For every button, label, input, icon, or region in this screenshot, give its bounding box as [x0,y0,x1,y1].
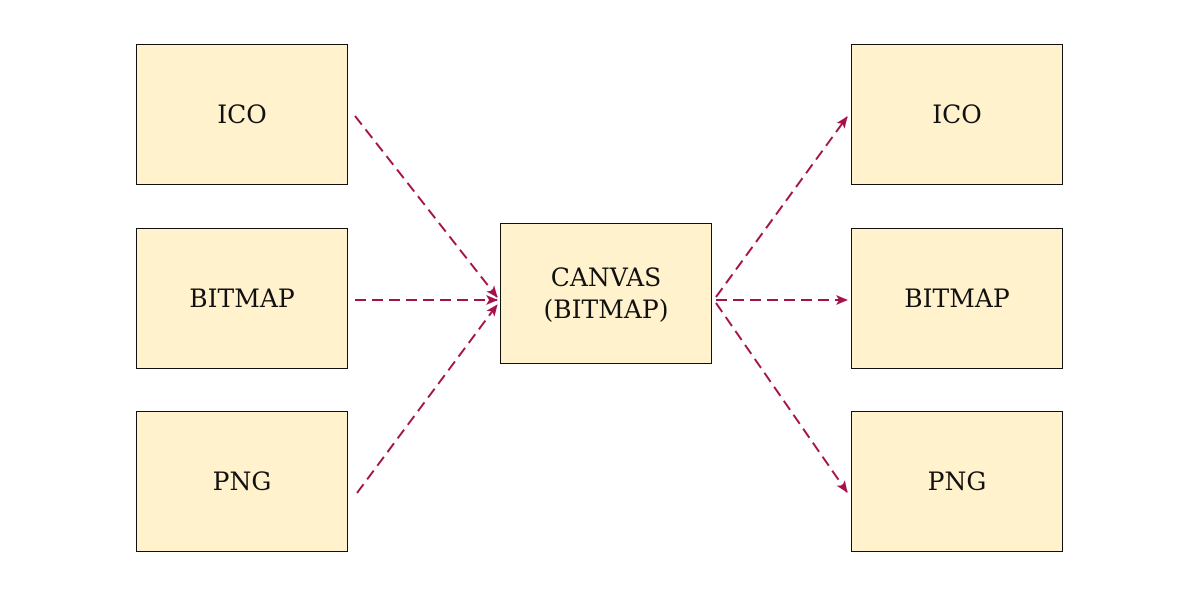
input-label-ico: ICO [217,99,267,129]
input-box-bitmap: BITMAP [136,228,348,369]
output-label-png: PNG [927,466,987,496]
canvas-box: CANVAS (BITMAP) [500,223,712,364]
input-label-png: PNG [212,466,272,496]
output-box-bitmap: BITMAP [851,228,1063,369]
arrow-canvas-to-ico [715,116,848,298]
output-label-ico: ICO [932,99,982,129]
output-box-ico: ICO [851,44,1063,185]
arrow-ico-to-canvas [354,115,498,298]
input-box-ico: ICO [136,44,348,185]
output-box-png: PNG [851,411,1063,552]
arrow-canvas-to-png [715,302,848,493]
output-label-bitmap: BITMAP [904,283,1010,313]
canvas-label-line2: (BITMAP) [543,294,669,324]
input-label-bitmap: BITMAP [189,283,295,313]
arrow-png-to-canvas [356,304,498,494]
input-box-png: PNG [136,411,348,552]
canvas-label-line1: CANVAS [550,263,662,293]
canvas-label: CANVAS (BITMAP) [544,262,669,325]
